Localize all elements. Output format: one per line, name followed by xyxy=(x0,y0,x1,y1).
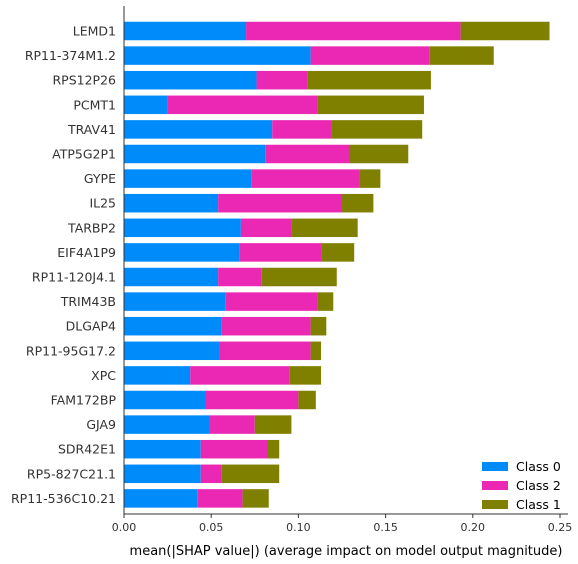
bar-sdr42e1-series-3 xyxy=(267,439,280,459)
bar-trim43b-series-3 xyxy=(317,292,334,311)
x-tick-label: 0.20 xyxy=(461,521,486,534)
bar-dlgap4-series-3 xyxy=(310,316,327,336)
bar-rps12p26-series-1 xyxy=(124,70,257,90)
bar-rp11-374m1-2-series-2 xyxy=(310,46,430,65)
legend-label: Class 0 xyxy=(516,459,561,474)
bar-gype-series-3 xyxy=(359,169,381,188)
legend-label: Class 1 xyxy=(516,497,561,512)
bar-rp5-827c21-1-series-2 xyxy=(200,464,222,484)
bar-atp5g2p1-series-3 xyxy=(348,144,409,164)
bar-rp11-374m1-2-series-3 xyxy=(429,46,494,65)
bar-rp5-827c21-1-series-3 xyxy=(221,464,280,484)
bar-fam172bp-series-1 xyxy=(124,390,206,410)
bar-sdr42e1-series-1 xyxy=(124,439,201,459)
bar-rps12p26-series-2 xyxy=(256,70,308,90)
bar-gja9-series-2 xyxy=(209,415,255,434)
bar-rp11-95g17-2-series-3 xyxy=(310,341,322,361)
y-tick-label: IL25 xyxy=(89,196,116,211)
y-tick-label: PCMT1 xyxy=(73,97,116,112)
y-tick-label: DLGAP4 xyxy=(66,319,116,334)
bar-lemd1-series-2 xyxy=(246,21,461,41)
bar-rp11-536c10-21-series-3 xyxy=(242,489,269,508)
y-tick-label: GYPE xyxy=(84,171,116,186)
bar-il25-series-2 xyxy=(218,193,342,213)
bar-tarbp2-series-2 xyxy=(240,218,292,238)
y-tick-label: TRIM43B xyxy=(60,294,116,309)
bar-trav41-series-2 xyxy=(272,120,332,139)
bar-lemd1-series-1 xyxy=(124,21,247,41)
bar-trim43b-series-2 xyxy=(225,292,318,311)
bar-rp11-374m1-2-series-1 xyxy=(124,46,311,65)
y-tick-label: RP11-120J4.1 xyxy=(32,270,116,285)
y-tick-label: TRAV41 xyxy=(67,122,116,137)
bars-group xyxy=(124,21,550,508)
bar-rps12p26-series-3 xyxy=(307,70,431,90)
bar-rp5-827c21-1-series-1 xyxy=(124,464,201,484)
legend-swatch xyxy=(482,481,508,490)
bar-pcmt1-series-3 xyxy=(317,95,424,115)
bar-trim43b-series-1 xyxy=(124,292,226,311)
bar-atp5g2p1-series-1 xyxy=(124,144,266,164)
x-tick-label: 0.25 xyxy=(548,521,573,534)
bar-tarbp2-series-1 xyxy=(124,218,241,238)
y-tick-label: SDR42E1 xyxy=(58,442,116,457)
x-axis: 0.00 0.05 0.10 0.15 0.20 0.25 xyxy=(112,6,573,534)
y-tick-label: RP11-95G17.2 xyxy=(26,343,116,358)
y-tick-label: EIF4A1P9 xyxy=(57,245,116,260)
bar-rp11-536c10-21-series-2 xyxy=(197,489,243,508)
bar-pcmt1-series-2 xyxy=(167,95,318,115)
bar-eif4a1p9-series-1 xyxy=(124,243,240,262)
bar-eif4a1p9-series-2 xyxy=(239,243,322,262)
legend-swatch xyxy=(482,462,508,471)
bar-tarbp2-series-3 xyxy=(291,218,358,238)
x-tick-label: 0.00 xyxy=(112,521,137,534)
bar-il25-series-3 xyxy=(342,193,374,213)
bar-rp11-536c10-21-series-1 xyxy=(124,489,198,508)
bar-atp5g2p1-series-2 xyxy=(265,144,349,164)
bar-trav41-series-1 xyxy=(124,120,273,139)
legend-swatch xyxy=(482,500,508,509)
bar-fam172bp-series-3 xyxy=(298,390,316,410)
bar-trav41-series-3 xyxy=(331,120,423,139)
bar-rp11-120j4-1-series-2 xyxy=(218,267,262,287)
y-tick-label: FAM172BP xyxy=(51,393,117,408)
y-tick-label: RP5-827C21.1 xyxy=(27,466,116,481)
bar-il25-series-1 xyxy=(124,193,219,213)
bar-gype-series-1 xyxy=(124,169,252,188)
bar-rp11-95g17-2-series-2 xyxy=(219,341,311,361)
bar-rp11-120j4-1-series-1 xyxy=(124,267,219,287)
y-tick-label: XPC xyxy=(91,368,116,383)
bar-lemd1-series-3 xyxy=(460,21,550,41)
y-tick-label: LEMD1 xyxy=(73,24,116,39)
bar-gja9-series-1 xyxy=(124,415,210,434)
bar-sdr42e1-series-2 xyxy=(200,439,268,459)
y-tick-label: RP11-536C10.21 xyxy=(11,491,116,506)
y-tick-label: GJA9 xyxy=(86,417,116,432)
bar-dlgap4-series-2 xyxy=(221,316,311,336)
y-tick-label: RP11-374M1.2 xyxy=(25,48,116,63)
x-tick-label: 0.05 xyxy=(199,521,224,534)
bar-xpc-series-1 xyxy=(124,366,191,385)
y-tick-label: RPS12P26 xyxy=(52,73,116,88)
bar-fam172bp-series-2 xyxy=(205,390,299,410)
legend: Class 0 Class 2 Class 1 xyxy=(482,459,561,512)
legend-label: Class 2 xyxy=(516,478,561,493)
y-tick-label: ATP5G2P1 xyxy=(52,147,116,162)
bar-gja9-series-3 xyxy=(254,415,292,434)
bar-xpc-series-2 xyxy=(190,366,290,385)
bar-eif4a1p9-series-3 xyxy=(321,243,355,262)
x-tick-label: 0.15 xyxy=(373,521,398,534)
bar-gype-series-2 xyxy=(251,169,360,188)
bar-rp11-95g17-2-series-1 xyxy=(124,341,220,361)
y-tick-label: TARBP2 xyxy=(67,220,116,235)
x-tick-label: 0.10 xyxy=(286,521,311,534)
bar-xpc-series-3 xyxy=(289,366,322,385)
y-tick-labels: LEMD1 RP11-374M1.2 RPS12P26 PCMT1 TRAV41 ATP5… xyxy=(11,24,116,506)
bar-dlgap4-series-1 xyxy=(124,316,222,336)
bar-rp11-120j4-1-series-3 xyxy=(261,267,337,287)
x-axis-title: mean(|SHAP value|) (average impact on mo… xyxy=(130,544,563,559)
bar-pcmt1-series-1 xyxy=(124,95,168,115)
